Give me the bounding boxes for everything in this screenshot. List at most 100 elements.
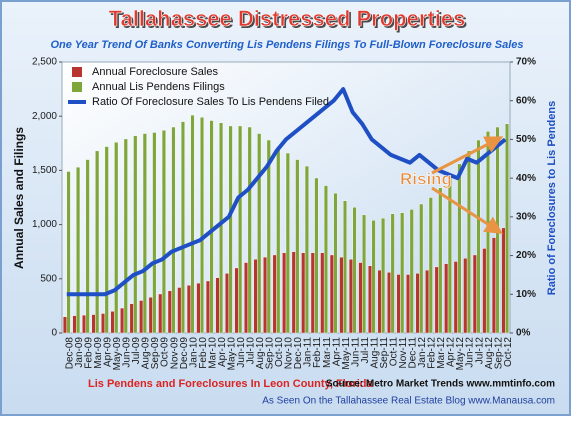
x-tick-label: Aug-12 (484, 337, 495, 370)
x-tick-label: Feb-09 (83, 337, 94, 369)
bar (428, 197, 433, 334)
bar (62, 316, 67, 334)
bar (186, 285, 191, 334)
bar (133, 135, 138, 334)
x-tick-label: Jul-11 (360, 337, 371, 364)
bar (152, 132, 157, 334)
x-tick-label: Sep-10 (265, 337, 276, 370)
bar (438, 187, 443, 334)
x-tick-label: Apr-11 (331, 337, 342, 367)
x-tick-label: Mar-10 (207, 337, 218, 369)
bar (377, 269, 382, 334)
x-tick-label: Dec-11 (408, 337, 419, 369)
bar (101, 313, 106, 334)
bar (310, 252, 315, 334)
y-tick-label: 0 (51, 328, 57, 339)
x-tick-label: Nov-10 (284, 337, 295, 370)
bar (66, 171, 71, 334)
bar (224, 273, 230, 334)
bar (390, 213, 395, 334)
bar (444, 263, 449, 334)
x-tick-label: May-12 (455, 337, 466, 371)
y-axis-label: Annual Sales and Filings (12, 127, 26, 269)
bar (91, 314, 96, 334)
bar (244, 262, 249, 334)
subtitle: One Year Trend Of Banks Converting Lis P… (50, 39, 523, 51)
x-tick-label: Sep-12 (493, 337, 504, 370)
y-tick-label: 1,500 (32, 165, 57, 176)
bar (466, 150, 471, 334)
x-tick-label: May-11 (341, 337, 352, 370)
bar (219, 122, 224, 334)
x-tick-label: May-10 (226, 337, 237, 371)
bar (215, 277, 220, 334)
bar (209, 120, 214, 334)
bar (158, 293, 163, 334)
bar (171, 126, 176, 334)
bar (120, 307, 125, 334)
y-tick-label: 2,000 (32, 111, 57, 122)
bar (247, 126, 252, 334)
bar (339, 256, 344, 334)
bar (142, 133, 147, 334)
y2-tick-label: 20% (516, 250, 536, 261)
bar (200, 117, 205, 334)
bar (457, 163, 462, 334)
legend-label: Ratio Of Foreclosure Sales To Lis Penden… (92, 96, 329, 108)
bar (472, 254, 477, 334)
bar (104, 146, 109, 334)
bar (419, 203, 424, 334)
bar (482, 248, 487, 334)
bar (409, 209, 414, 334)
x-tick-label: Nov-11 (398, 337, 409, 369)
bar (95, 150, 100, 334)
y-tick-label: 500 (40, 273, 57, 284)
source: Source: Metro Market Trends www.mmtinfo.… (326, 379, 555, 390)
y-tick-label: 1,000 (32, 219, 57, 230)
x-tick-label: Mar-12 (436, 337, 447, 369)
x-tick-label: Jan-11 (303, 337, 314, 367)
x-tick-label: Oct-09 (160, 337, 171, 367)
bar (415, 273, 420, 334)
bar (381, 217, 386, 334)
bar (505, 123, 510, 334)
footer-right: As Seen On the Tallahassee Real Estate B… (262, 396, 555, 407)
bar (371, 220, 376, 334)
x-tick-label: Apr-10 (217, 337, 228, 367)
x-tick-label: Mar-11 (322, 337, 333, 368)
x-tick-label: Dec-08 (64, 337, 75, 370)
x-tick-label: Jun-09 (122, 337, 133, 368)
bar (333, 192, 338, 334)
footer-left: Lis Pendens and Foreclosures In Leon Cou… (88, 378, 373, 390)
y2-tick-label: 10% (516, 289, 536, 300)
bar (253, 259, 258, 334)
y2-tick-label: 60% (516, 95, 536, 106)
bar (387, 272, 392, 334)
x-tick-label: Nov-09 (169, 337, 180, 370)
x-tick-label: Jul-09 (131, 337, 142, 365)
bar (266, 139, 271, 334)
chart-title: Tallahassee Distressed Properties (109, 6, 466, 31)
legend-swatch (72, 82, 82, 92)
bar (72, 315, 77, 334)
bar (148, 297, 153, 334)
x-tick-label: Jan-12 (417, 337, 428, 368)
legend-label: Annual Lis Pendens Filings (92, 81, 225, 93)
x-tick-label: Aug-09 (141, 337, 152, 370)
bar (400, 212, 405, 334)
bar (82, 314, 87, 334)
arrow (431, 186, 504, 234)
bar (190, 114, 195, 334)
bar (291, 251, 296, 334)
bar (342, 200, 348, 334)
bar (257, 133, 262, 334)
x-tick-label: May-09 (112, 337, 123, 371)
bar (362, 214, 367, 334)
x-tick-label: Oct-12 (503, 337, 514, 367)
y2-axis-label: Ratio of Foreclosures to Lis Pendens (546, 101, 558, 295)
bar (358, 262, 363, 334)
x-tick-label: Feb-12 (427, 337, 438, 369)
bar (434, 266, 439, 334)
y2-tick-label: 30% (516, 211, 536, 222)
